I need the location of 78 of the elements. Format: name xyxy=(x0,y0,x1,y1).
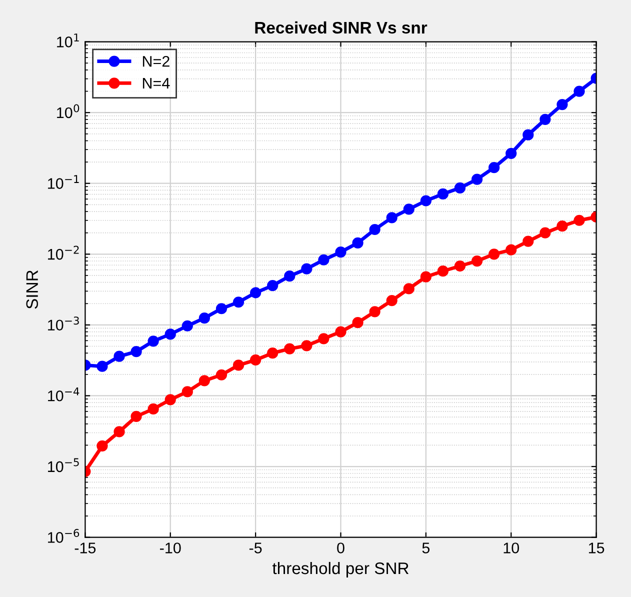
point xyxy=(369,224,380,236)
point xyxy=(352,237,364,248)
y-tick-label: 10$^{1}$ xyxy=(57,34,79,48)
point xyxy=(540,114,551,125)
x-tick-label: 10 xyxy=(504,542,520,554)
point xyxy=(182,386,193,398)
point xyxy=(318,333,330,344)
point xyxy=(574,86,585,97)
point xyxy=(574,214,585,226)
point xyxy=(386,295,398,306)
point xyxy=(148,336,159,347)
point xyxy=(164,394,176,406)
point xyxy=(522,236,534,247)
point xyxy=(454,260,466,272)
point xyxy=(369,306,380,318)
y-axis-title: SINR xyxy=(26,270,38,309)
point xyxy=(284,270,296,282)
point xyxy=(198,312,210,324)
point xyxy=(301,263,312,274)
x-axis-title: threshold per SNR xyxy=(272,562,409,578)
point xyxy=(182,320,193,332)
point xyxy=(454,182,466,194)
chart-title: Received SINR Vs snr xyxy=(255,21,428,34)
point xyxy=(164,328,176,340)
point xyxy=(335,246,346,258)
point xyxy=(420,195,432,206)
point xyxy=(556,98,568,110)
point xyxy=(96,360,108,372)
y-tick-label: 10$^{−5}$ xyxy=(48,458,79,472)
point xyxy=(130,346,142,358)
point xyxy=(437,266,449,277)
y-tick-label: 10$^{−2}$ xyxy=(48,246,79,260)
point xyxy=(352,317,364,328)
point xyxy=(198,375,210,386)
point xyxy=(232,296,244,308)
point xyxy=(471,255,483,267)
point xyxy=(488,162,500,174)
point xyxy=(114,426,125,438)
point xyxy=(540,227,551,238)
x-tick-label: 5 xyxy=(422,542,430,554)
point xyxy=(488,248,500,260)
x-tick-label: -10 xyxy=(160,542,181,554)
point xyxy=(114,350,125,362)
point xyxy=(284,343,296,354)
legend-label: N=4 xyxy=(142,78,170,88)
point xyxy=(318,254,330,266)
point xyxy=(232,360,244,371)
point xyxy=(148,403,159,415)
x-tick-label: 15 xyxy=(588,542,604,554)
point xyxy=(403,204,414,215)
y-tick-label: 10$^{0}$ xyxy=(57,104,80,118)
y-tick-label: 10$^{−1}$ xyxy=(48,175,79,189)
point xyxy=(267,348,278,359)
point xyxy=(96,440,108,452)
point xyxy=(386,212,398,224)
point xyxy=(471,174,483,185)
legend-label: N=2 xyxy=(142,56,170,67)
point xyxy=(556,220,568,232)
point xyxy=(250,354,262,366)
point xyxy=(522,129,534,140)
point xyxy=(506,148,517,159)
point xyxy=(403,283,414,294)
point xyxy=(335,326,346,338)
point xyxy=(216,369,228,380)
x-tick-label: -5 xyxy=(249,542,262,554)
x-tick-label: -15 xyxy=(74,542,96,554)
point xyxy=(420,271,432,282)
point xyxy=(437,188,449,200)
point xyxy=(267,280,278,292)
x-tick-label: 0 xyxy=(337,542,344,554)
y-tick-label: 10$^{−4}$ xyxy=(48,388,80,402)
y-tick-label: 10$^{−6}$ xyxy=(48,528,80,543)
point xyxy=(216,303,228,314)
point xyxy=(250,287,262,298)
point xyxy=(130,410,142,422)
point xyxy=(506,244,517,256)
y-tick-label: 10$^{−3}$ xyxy=(48,316,79,331)
point xyxy=(301,340,312,352)
